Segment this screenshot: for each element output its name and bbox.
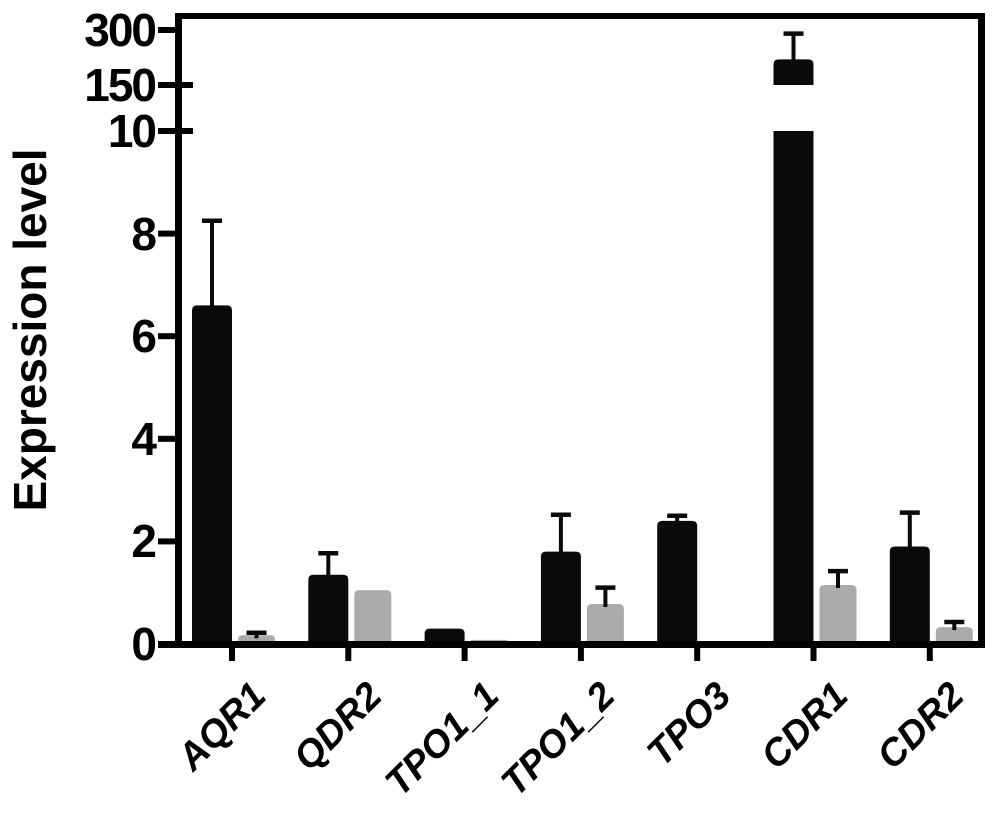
axes-frame <box>158 13 985 661</box>
bar-CDR1-black-upper-segment <box>773 59 814 85</box>
bar-CDR2-gray <box>935 627 973 644</box>
bars-group <box>192 59 973 644</box>
bar-CDR1-black-lower-segment <box>773 131 814 644</box>
y-tick-mark-10-break <box>158 128 193 134</box>
bar-TPO1_2-black <box>540 551 581 644</box>
y-tick-label-300: 300 <box>84 4 157 56</box>
x-tick-mark-CDR1 <box>810 648 817 661</box>
y-tick-mark-2 <box>158 538 175 545</box>
error-bars-group <box>202 31 965 639</box>
y-tick-label-6: 6 <box>131 310 157 363</box>
y-tick-label-2: 2 <box>131 515 157 568</box>
bar-TPO1_1-black <box>424 628 465 644</box>
x-tick-mark-AQR1 <box>229 648 235 661</box>
y-tick-label-150: 150 <box>84 59 157 111</box>
bar-CDR2-black <box>889 546 930 644</box>
y-tick-mark-300 <box>158 27 175 33</box>
bar-QDR2-gray <box>354 590 392 644</box>
x-tick-mark-TPO1_1 <box>461 648 468 661</box>
x-tick-mark-QDR2 <box>345 648 352 661</box>
top-frame-line <box>175 13 985 19</box>
y-tick-label-10: 10 <box>107 105 157 157</box>
right-frame-line <box>978 13 985 648</box>
x-tick-mark-CDR2 <box>926 648 933 661</box>
y-tick-mark-6 <box>158 333 175 340</box>
x-tick-mark-TPO1_2 <box>577 648 584 661</box>
x-axis-line <box>158 641 985 648</box>
y-tick-mark-0 <box>158 641 175 647</box>
y-axis-line <box>175 13 182 648</box>
bar-QDR2-black <box>308 574 349 644</box>
y-tick-label-4: 4 <box>131 412 157 465</box>
y-tick-label-0: 0 <box>131 618 157 670</box>
bar-AQR1-black <box>192 305 232 644</box>
bar-TPO3-black <box>657 520 698 644</box>
y-tick-mark-8 <box>158 230 175 237</box>
bar-CDR1-gray <box>819 585 857 644</box>
bar-TPO1_2-gray <box>586 603 624 644</box>
y-tick-label-8: 8 <box>131 207 157 260</box>
x-tick-mark-TPO3 <box>694 648 701 661</box>
y-tick-mark-150-break <box>158 82 193 88</box>
y-tick-mark-4 <box>158 435 175 442</box>
